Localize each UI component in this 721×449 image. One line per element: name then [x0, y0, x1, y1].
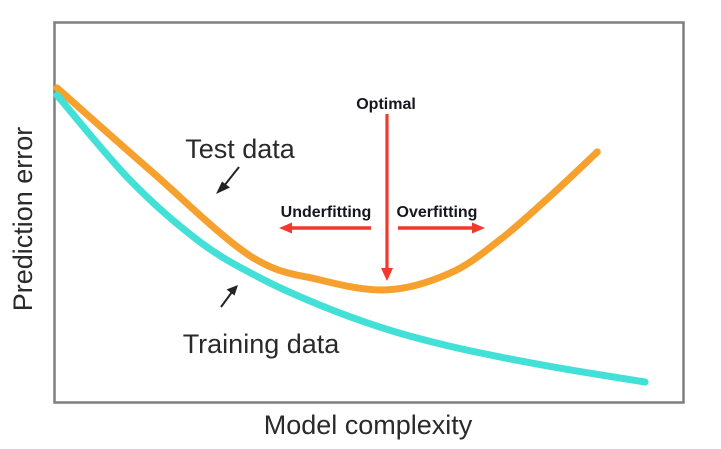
x-axis-label: Model complexity — [264, 410, 473, 440]
training-data-pointer-arrow — [220, 285, 238, 308]
underfitting-left-arrow — [279, 222, 371, 234]
curves-group — [53, 84, 649, 386]
optimal-label: Optimal — [356, 96, 416, 113]
training-data-label: Training data — [183, 329, 341, 359]
overfitting-right-arrow — [398, 222, 485, 234]
underfitting-label: Underfitting — [281, 204, 372, 221]
y-axis-label: Prediction error — [8, 127, 38, 312]
plot-area-border — [53, 21, 685, 404]
optimal-down-arrow — [381, 114, 393, 281]
test-data-pointer-arrow — [216, 166, 240, 194]
training-data-curve — [53, 91, 649, 386]
test-data-curve — [53, 84, 601, 294]
test-data-label: Test data — [185, 134, 296, 164]
overfitting-label: Overfitting — [397, 204, 478, 221]
